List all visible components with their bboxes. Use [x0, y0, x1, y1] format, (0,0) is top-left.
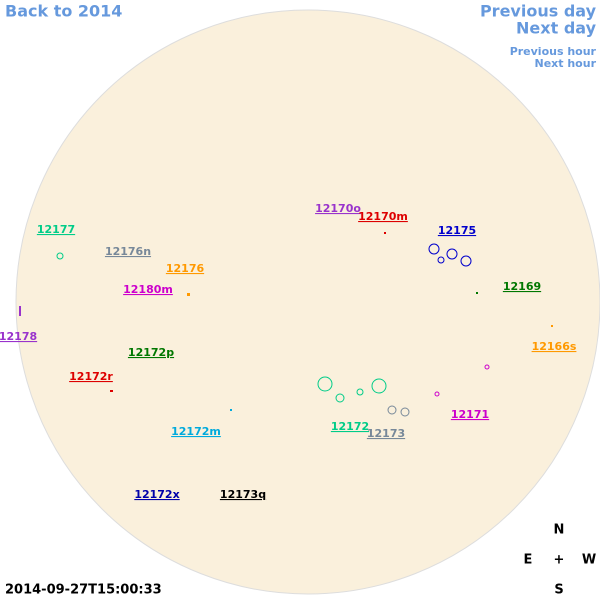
region-label[interactable]: 12172p — [128, 346, 174, 359]
compass-west: W — [582, 553, 596, 568]
compass-north: N — [554, 523, 565, 538]
next-day-link[interactable]: Next day — [516, 19, 597, 38]
previous-day-link[interactable]: Previous day — [480, 2, 597, 21]
region-label[interactable]: 12173q — [220, 488, 266, 501]
region-label[interactable]: 12178 — [0, 330, 37, 343]
region-label[interactable]: 12172x — [134, 488, 179, 501]
region-label[interactable]: 12177 — [37, 223, 75, 236]
back-link[interactable]: Back to 2014 — [5, 2, 122, 21]
region-label[interactable]: 12172r — [69, 370, 113, 383]
next-hour-link[interactable]: Next hour — [535, 57, 597, 70]
region-label[interactable]: 12176n — [105, 245, 151, 258]
region-label[interactable]: 12173 — [367, 427, 405, 440]
previous-hour-link[interactable]: Previous hour — [510, 45, 597, 58]
compass-east: E — [524, 553, 533, 568]
region-label[interactable]: 12172m — [171, 425, 221, 438]
sunspots — [19, 232, 553, 417]
region-label[interactable]: 12170o — [315, 202, 361, 215]
timestamp: 2014-09-27T15:00:33 — [5, 583, 162, 598]
region-label[interactable]: 12180m — [123, 283, 173, 296]
compass-south: S — [554, 583, 563, 598]
compass-center: + — [554, 553, 565, 568]
region-label[interactable]: 12176 — [166, 262, 205, 275]
region-label[interactable]: 12169 — [503, 280, 541, 293]
solar-disk — [15, 9, 600, 595]
region-label[interactable]: 12171 — [451, 408, 489, 421]
region-label[interactable]: 12172 — [331, 420, 369, 433]
region-label[interactable]: 12170m — [358, 210, 408, 223]
region-label[interactable]: 12166s — [532, 340, 577, 353]
region-label[interactable]: 12175 — [438, 224, 476, 237]
